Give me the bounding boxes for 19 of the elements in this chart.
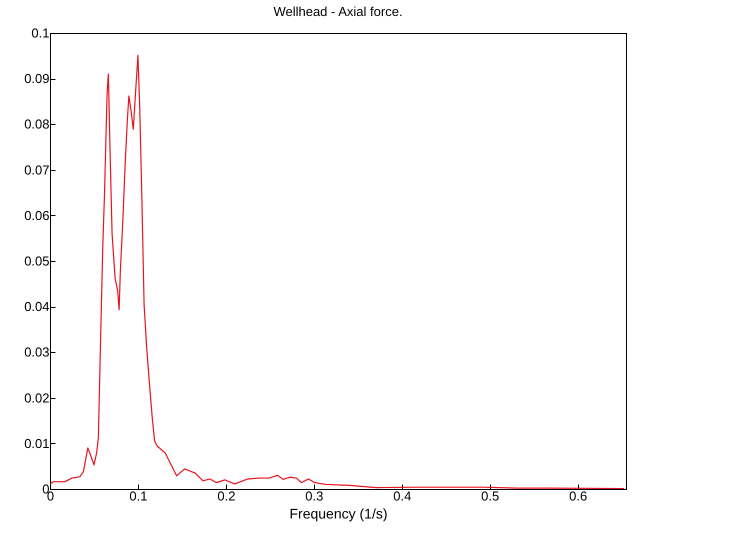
y-tick-label: 0.06 (24, 208, 50, 223)
y-tick-label: 0.03 (24, 344, 50, 360)
line-series (50, 54, 625, 489)
x-tick-label: 0.5 (481, 488, 500, 504)
x-tick-label: 0.2 (217, 488, 236, 504)
y-tick-label: 0.01 (24, 436, 50, 451)
x-tick-label: 0.4 (393, 488, 412, 504)
x-tick-label: 0.1 (129, 488, 148, 504)
y-tick-label: 0.02 (24, 390, 50, 406)
chart-title: Wellhead - Axial force. (273, 4, 403, 19)
x-tick-label: 0.6 (569, 488, 588, 504)
y-tick-label: 0.07 (24, 162, 50, 178)
y-tick-label: 0.09 (24, 71, 50, 86)
x-tick-label: 0.3 (305, 488, 324, 504)
y-tick-label: 0.1 (31, 26, 50, 40)
y-tick-label: 0.05 (24, 254, 50, 268)
x-axis-title: Frequency (1/s) (289, 506, 388, 522)
y-tick-label: 0.08 (24, 116, 50, 132)
y-tick-label: 0.04 (24, 299, 50, 314)
